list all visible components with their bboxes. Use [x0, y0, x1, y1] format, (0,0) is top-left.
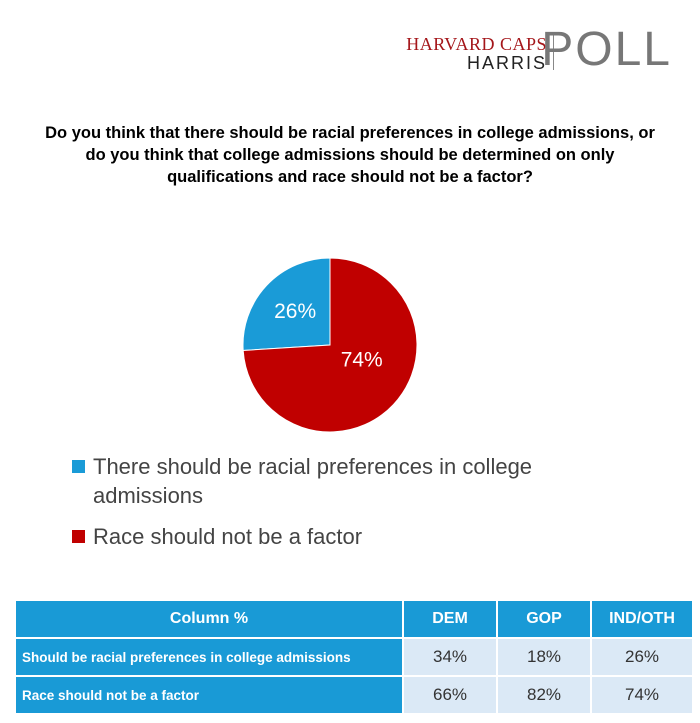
- chart-title: Do you think that there should be racial…: [45, 124, 655, 186]
- legend-item-2: Race should not be a factor: [72, 522, 632, 551]
- logo-harris: HARRIS: [466, 53, 547, 73]
- cell-gop-racial-preferences: 18%: [498, 639, 590, 675]
- cell-ind-oth-racial-preferences: 26%: [592, 639, 692, 675]
- table-header-gop: GOP: [498, 601, 590, 637]
- pie-data-label-1: 26%: [274, 300, 316, 323]
- logo-divider: [553, 34, 554, 70]
- legend-label: There should be racial preferences in co…: [93, 454, 533, 508]
- legend-swatch: [72, 460, 85, 473]
- chart-legend: There should be racial preferences in co…: [72, 452, 632, 563]
- logo-poll: POLL: [541, 23, 672, 76]
- cell-dem-racial-preferences: 34%: [404, 639, 496, 675]
- pie-data-label-2: 74%: [341, 348, 383, 371]
- table-row: Should be racial preferences in college …: [16, 639, 692, 675]
- row-label-racial-preferences: Should be racial preferences in college …: [16, 639, 402, 675]
- legend-item-1: There should be racial preferences in co…: [72, 452, 632, 510]
- row-label-race-not-factor: Race should not be a factor: [16, 677, 402, 713]
- cell-gop-race-not-factor: 82%: [498, 677, 590, 713]
- crosstab-table: Column % DEM GOP IND/OTH Should be racia…: [14, 599, 694, 715]
- table-row: Race should not be a factor 66% 82% 74%: [16, 677, 692, 713]
- legend-label: Race should not be a factor: [93, 524, 363, 549]
- cell-dem-race-not-factor: 66%: [404, 677, 496, 713]
- cell-ind-oth-race-not-factor: 74%: [592, 677, 692, 713]
- table-header-dem: DEM: [404, 601, 496, 637]
- harvard-caps-harris-poll-logo: HARVARD CAPS HARRIS POLL: [372, 23, 672, 76]
- table-header-row: Column % DEM GOP IND/OTH: [16, 601, 692, 637]
- table-header-column-pct: Column %: [16, 601, 402, 637]
- logo-harvard-caps: HARVARD CAPS: [406, 34, 547, 54]
- pie-slice-2: [242, 257, 418, 433]
- pie-slice-1: [242, 257, 331, 351]
- table-header-ind-oth: IND/OTH: [592, 601, 692, 637]
- legend-swatch: [72, 530, 85, 543]
- pie-chart: 26% 74%: [242, 257, 418, 433]
